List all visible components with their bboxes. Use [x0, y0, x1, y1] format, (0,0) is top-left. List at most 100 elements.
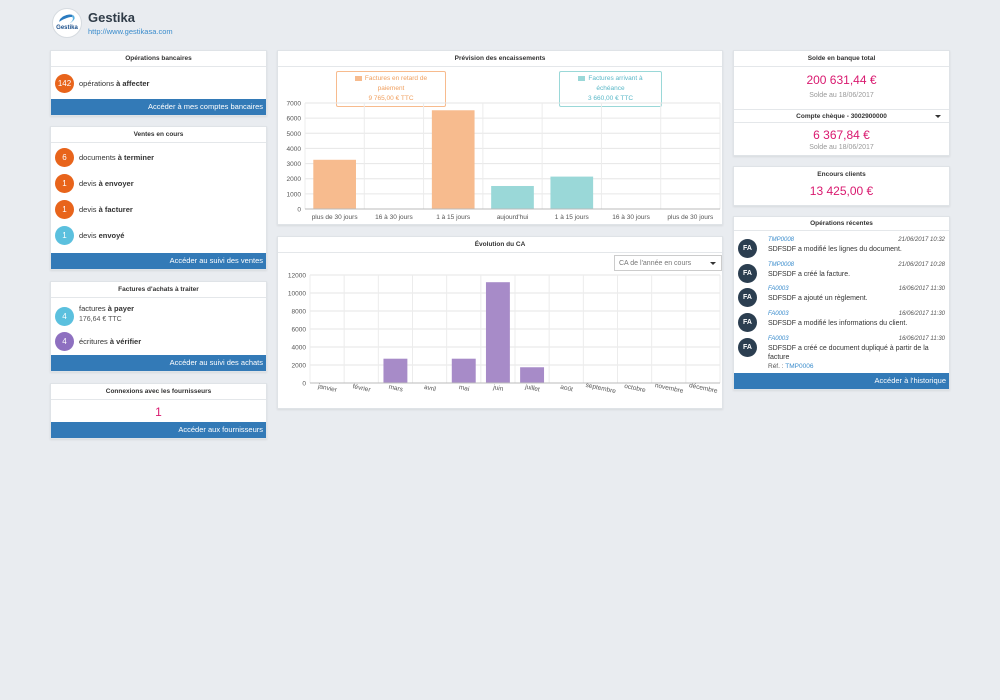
count-badge: 142	[55, 74, 74, 93]
x-tick-label: plus de 30 jours	[667, 214, 714, 221]
operation-message: SDFSDF a ajouté un règlement.	[768, 294, 944, 303]
bank-ops-row[interactable]: 142 opérations à affecter	[55, 74, 262, 93]
document-ref-link[interactable]: TMP0008	[768, 262, 795, 268]
sales-row[interactable]: 1 devis à facturer	[55, 200, 262, 219]
revenue-bar	[383, 358, 408, 383]
count-badge: 6	[55, 148, 74, 167]
operation-date: 16/06/2017 11:30	[898, 311, 945, 317]
x-tick-label: novembre	[654, 382, 684, 395]
row-bold-text: à envoyer	[98, 179, 134, 188]
panel-title: Évolution du CA	[278, 237, 722, 253]
row-bold-text: à terminer	[117, 153, 155, 162]
recent-operation-item[interactable]: FA FA0003 16/06/2017 11:30 SDFSDF a créé ce…	[738, 336, 947, 370]
revenue-bar	[520, 367, 545, 383]
extra-label: Réf. :	[768, 363, 784, 370]
y-tick-label: 2000	[292, 363, 307, 370]
row-bold-text: à facturer	[98, 205, 133, 214]
forecast-panel: Prévision des encaissements Factures en …	[277, 50, 723, 225]
recent-operation-item[interactable]: FA TMP0008 21/06/2017 10:28 SDFSDF a créé l…	[738, 262, 947, 288]
bank-accounts-link[interactable]: Accéder à mes comptes bancaires	[51, 99, 266, 115]
document-ref-link[interactable]: TMP0008	[768, 237, 795, 243]
x-tick-label: avril	[423, 384, 437, 393]
y-tick-label: 3000	[287, 161, 302, 168]
operation-message: SDFSDF a modifié les lignes du document.	[768, 245, 944, 254]
x-tick-label: 1 à 15 jours	[555, 214, 590, 221]
legend-amount: 9 765,00 € TTC	[368, 95, 414, 102]
operation-date: 16/06/2017 11:30	[898, 286, 945, 292]
row-text: documents	[79, 153, 116, 162]
row-text: devis	[79, 179, 97, 188]
revenue-bar	[451, 358, 476, 383]
avatar: FA	[738, 264, 757, 283]
y-tick-label: 0	[297, 207, 301, 214]
company-url-link[interactable]: http://www.gestikasa.com	[88, 27, 173, 36]
document-ref-link[interactable]: FA0003	[768, 286, 789, 292]
row-text: devis	[79, 205, 97, 214]
operation-message: SDFSDF a créé la facture.	[768, 270, 944, 279]
x-tick-label: aujourd'hui	[497, 214, 529, 221]
operation-date: 16/06/2017 11:30	[898, 336, 945, 342]
x-tick-label: mai	[458, 384, 470, 393]
recent-operation-item[interactable]: FA FA0003 16/06/2017 11:30 SDFSDF a modifié…	[738, 311, 947, 337]
app-header: Gestika Gestika http://www.gestikasa.com	[52, 8, 173, 38]
operation-date: 21/06/2017 10:32	[898, 237, 945, 243]
avatar: FA	[738, 239, 757, 258]
y-tick-label: 12000	[288, 273, 306, 280]
account-selector[interactable]: Compte chèque - 3002900000	[734, 109, 949, 123]
operation-date: 21/06/2017 10:28	[898, 262, 945, 268]
client-outstanding-amount: 13 425,00 €	[809, 184, 874, 198]
row-text: factures	[79, 304, 106, 313]
x-tick-label: décembre	[688, 382, 718, 395]
purchase-tracking-link[interactable]: Accéder au suivi des achats	[51, 355, 266, 371]
document-ref-link[interactable]: FA0003	[768, 311, 789, 317]
operation-extra: Réf. : TMP0006	[768, 362, 944, 371]
x-tick-label: 16 à 30 jours	[375, 214, 413, 221]
count-badge: 4	[55, 307, 74, 326]
purchase-row-pay[interactable]: 4 factures à payer 176,64 € TTC	[55, 304, 262, 326]
legend-due-invoices[interactable]: Factures arrivant à échéance 3 660,00 € …	[559, 71, 662, 107]
suppliers-count: 1	[155, 405, 162, 419]
history-link[interactable]: Accéder à l'historique	[734, 373, 949, 389]
x-tick-label: 1 à 15 jours	[436, 214, 471, 221]
x-tick-label: janvier	[316, 383, 338, 394]
y-tick-label: 5000	[287, 131, 302, 138]
sales-row[interactable]: 1 devis envoyé	[55, 226, 262, 245]
panel-title: Encours clients	[817, 171, 866, 178]
sales-row[interactable]: 1 devis à envoyer	[55, 174, 262, 193]
avatar: FA	[738, 288, 757, 307]
forecast-bar	[550, 176, 594, 209]
suppliers-link[interactable]: Accéder aux fournisseurs	[51, 422, 266, 438]
row-bold-text: à vérifier	[109, 337, 142, 346]
bank-operations-panel: Opérations bancaires 142 opérations à af…	[50, 50, 267, 116]
recent-operation-item[interactable]: FA TMP0008 21/06/2017 10:32 SDFSDF a modifi…	[738, 237, 947, 263]
select-value: CA de l'année en cours	[619, 260, 692, 267]
legend-late-payments[interactable]: Factures en retard de paiement 9 765,00 …	[336, 71, 446, 107]
row-text: opérations	[79, 79, 115, 88]
panel-title: Opérations récentes	[734, 217, 949, 231]
y-tick-label: 0	[302, 381, 306, 388]
forecast-bar	[491, 185, 534, 209]
chevron-down-icon	[710, 262, 716, 265]
gestika-logo[interactable]: Gestika	[52, 8, 82, 38]
extra-ref-link[interactable]: TMP0006	[785, 363, 814, 370]
sales-row[interactable]: 6 documents à terminer	[55, 148, 262, 167]
account-name: Compte chèque - 3002900000	[796, 113, 887, 120]
message-text: SDFSDF a ajouté un règlement.	[768, 295, 868, 302]
panel-title: Ventes en cours	[51, 127, 266, 143]
document-ref-link[interactable]: FA0003	[768, 336, 789, 342]
client-outstanding-panel: Encours clients 13 425,00 €	[733, 166, 950, 206]
avatar: FA	[738, 338, 757, 357]
purchase-row-verify[interactable]: 4 écritures à vérifier	[55, 332, 262, 351]
count-badge: 4	[55, 332, 74, 351]
panel-title: Prévision des encaissements	[278, 51, 722, 67]
account-balance: 6 367,84 €	[813, 128, 870, 142]
legend-swatch	[578, 75, 586, 81]
y-tick-label: 7000	[287, 101, 302, 108]
panel-title: Connexions avec les fournisseurs	[51, 384, 266, 400]
revenue-period-select[interactable]: CA de l'année en cours	[614, 255, 722, 271]
sales-panel: Ventes en cours 6 documents à terminer 1 de…	[50, 126, 267, 270]
sales-tracking-link[interactable]: Accéder au suivi des ventes	[51, 253, 266, 269]
recent-operation-item[interactable]: FA FA0003 16/06/2017 11:30 SDFSDF a ajouté …	[738, 286, 947, 312]
row-text: écritures	[79, 337, 108, 346]
operation-message: SDFSDF a modifié les informations du cli…	[768, 319, 944, 328]
